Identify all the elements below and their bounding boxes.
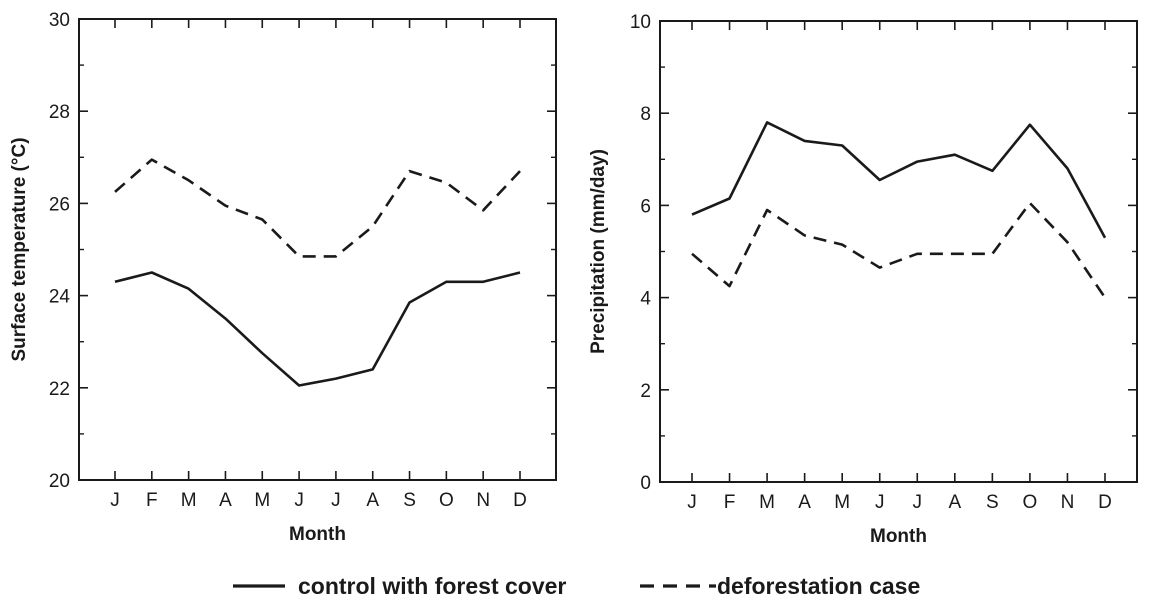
x-tick-label: J bbox=[110, 490, 120, 511]
precipitation-chart-panel: 0 2 4 6 8 10 J F M A M J J A S O N D Month Precipitation (m… bbox=[588, 12, 1138, 547]
legend-dashed-label: deforestation case bbox=[717, 573, 920, 599]
x-tick-label: J bbox=[687, 492, 697, 513]
x-tick-label: A bbox=[798, 492, 811, 513]
y-tick-label: 10 bbox=[630, 12, 651, 33]
x-tick-label: J bbox=[294, 490, 304, 511]
x-tick-label: F bbox=[724, 492, 736, 513]
x-tick-label: A bbox=[219, 490, 232, 511]
y-tick-label: 30 bbox=[49, 10, 70, 31]
x-tick-label: J bbox=[913, 492, 923, 513]
x-axis-title: Month bbox=[289, 524, 346, 545]
y-axis-title: Surface temperature (°C) bbox=[9, 137, 30, 361]
series-line-control bbox=[114, 271, 521, 387]
x-tick-label: F bbox=[146, 490, 158, 511]
x-tick-label: M bbox=[759, 492, 775, 513]
y-tick-label: 8 bbox=[640, 104, 651, 125]
x-tick-label: D bbox=[513, 490, 527, 511]
series-line-deforestation bbox=[114, 158, 521, 258]
x-tick-label: M bbox=[834, 492, 850, 513]
y-tick-label: 28 bbox=[49, 102, 70, 123]
x-tick-label: M bbox=[254, 490, 270, 511]
x-tick-label: S bbox=[403, 490, 416, 511]
temperature-chart-panel: 20 22 24 26 28 30 J F M A M J J A S O N D Month Surface tem… bbox=[9, 10, 557, 545]
legend: control with forest cover deforestation … bbox=[233, 573, 920, 599]
y-tick-label: 24 bbox=[49, 287, 71, 308]
y-tick-label: 2 bbox=[640, 381, 651, 402]
x-tick-label: J bbox=[875, 492, 885, 513]
x-tick-label: A bbox=[948, 492, 961, 513]
y-axis-title: Precipitation (mm/day) bbox=[588, 149, 609, 354]
x-tick-label: D bbox=[1098, 492, 1112, 513]
series-line-control bbox=[691, 121, 1107, 239]
x-tick-label: N bbox=[476, 490, 490, 511]
x-tick-label: N bbox=[1061, 492, 1075, 513]
x-tick-label: A bbox=[366, 490, 379, 511]
x-tick-label: O bbox=[1023, 492, 1038, 513]
y-tick-label: 0 bbox=[640, 473, 651, 494]
x-tick-label: O bbox=[439, 490, 454, 511]
series-line-deforestation bbox=[691, 201, 1107, 299]
plot-frame bbox=[659, 20, 1138, 483]
legend-solid-label: control with forest cover bbox=[298, 573, 566, 599]
y-tick-label: 26 bbox=[49, 194, 70, 215]
y-tick-label: 4 bbox=[640, 289, 651, 310]
y-tick-label: 6 bbox=[640, 196, 651, 217]
x-tick-label: J bbox=[331, 490, 341, 511]
x-tick-label: S bbox=[986, 492, 999, 513]
x-tick-label: M bbox=[181, 490, 197, 511]
plot-frame bbox=[78, 18, 557, 481]
y-tick-label: 20 bbox=[49, 471, 70, 492]
x-axis-title: Month bbox=[870, 526, 927, 547]
y-tick-label: 22 bbox=[49, 379, 70, 400]
